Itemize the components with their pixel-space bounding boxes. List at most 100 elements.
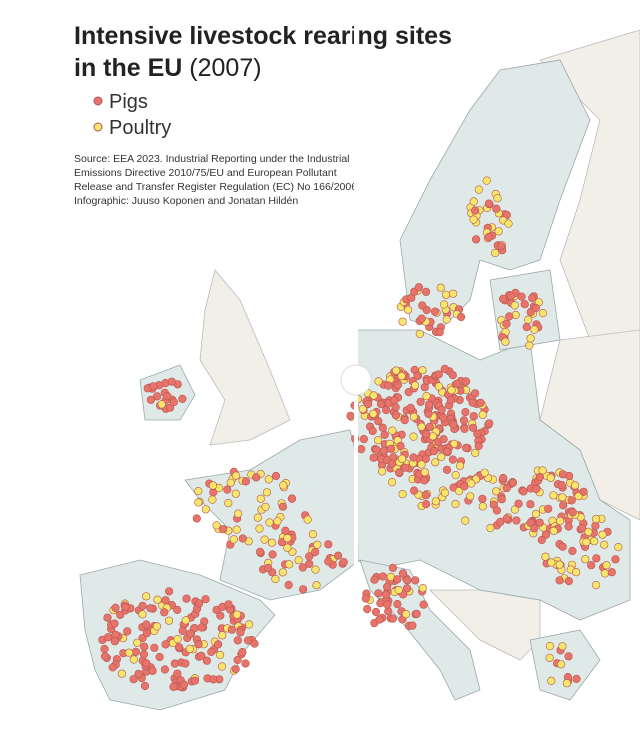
site-dot [238, 534, 247, 543]
site-dot [526, 334, 535, 343]
site-dot [526, 500, 535, 509]
site-dot [414, 283, 424, 292]
site-dot [142, 592, 151, 601]
site-dot [264, 563, 273, 573]
site-dot [256, 494, 265, 503]
site-dot [541, 552, 550, 561]
site-dot [139, 650, 148, 659]
site-dot [398, 569, 408, 578]
site-dot [173, 605, 182, 615]
site-dot [378, 467, 387, 476]
site-dot [252, 473, 261, 482]
site-dot [229, 535, 238, 544]
site-dot [517, 292, 526, 301]
site-dot [250, 639, 259, 648]
site-dot [278, 502, 288, 511]
site-dot [531, 303, 540, 313]
site-dot [519, 487, 528, 496]
site-dot [520, 300, 529, 309]
site-dot [556, 660, 566, 669]
site-dot [152, 622, 161, 631]
site-dot [484, 199, 494, 208]
site-dot [273, 517, 282, 526]
site-dot [194, 498, 203, 507]
site-dot [409, 432, 418, 441]
site-dot [434, 370, 443, 379]
site-dot [384, 381, 393, 390]
site-dot [374, 417, 383, 426]
site-dot [308, 530, 318, 539]
site-dot [537, 535, 546, 545]
legend-label: Pigs [109, 91, 148, 113]
site-dot [279, 481, 288, 490]
site-dot [369, 409, 378, 418]
site-dot [160, 608, 169, 617]
site-dot [142, 659, 151, 668]
site-dot [439, 413, 448, 422]
site-dot [294, 556, 303, 565]
site-dot [208, 495, 217, 504]
site-dot [278, 568, 287, 577]
site-dot [212, 521, 221, 530]
site-dot [555, 516, 565, 526]
site-dot [499, 473, 508, 483]
site-dot [255, 524, 264, 533]
site-dot [570, 481, 580, 490]
site-dot [564, 522, 573, 531]
site-dot [226, 478, 235, 487]
site-dot [181, 659, 190, 668]
site-dot [153, 392, 162, 401]
site-dot [460, 482, 469, 491]
site-dot [455, 487, 464, 496]
site-dot [123, 627, 132, 636]
site-dot [268, 550, 277, 559]
site-dot [383, 600, 392, 609]
title: Intensive livestock rearing sites [74, 22, 452, 50]
site-dot [439, 435, 448, 444]
site-dot [298, 563, 307, 572]
site-dot [584, 527, 593, 537]
site-dot [418, 366, 427, 375]
site-dot [380, 446, 389, 455]
site-dot [577, 524, 587, 533]
site-dot [117, 669, 126, 678]
site-dot [339, 557, 348, 567]
site-dot [400, 463, 410, 472]
site-dot [223, 485, 232, 494]
site-dot [525, 341, 534, 350]
site-dot [359, 435, 369, 444]
site-dot [545, 641, 555, 651]
site-dot [409, 453, 418, 462]
site-dot [408, 621, 417, 630]
legend-label: Poultry [109, 117, 171, 139]
site-dot [371, 607, 381, 617]
site-dot [218, 631, 227, 640]
site-dot [446, 396, 455, 405]
site-dot [582, 537, 591, 547]
land-non-eu [199, 269, 291, 446]
site-dot [197, 651, 206, 661]
site-dot [510, 301, 519, 310]
site-dot [469, 412, 478, 421]
site-dot [449, 289, 458, 298]
site-dot [591, 580, 601, 590]
compare-handle[interactable] [340, 364, 372, 396]
site-dot [398, 454, 407, 463]
site-dot [138, 601, 147, 610]
site-dot [303, 515, 312, 524]
site-dot [283, 533, 292, 543]
site-dot [558, 542, 567, 551]
site-dot [441, 290, 451, 299]
site-dot [391, 411, 401, 420]
site-dot [528, 293, 537, 303]
site-dot [166, 403, 175, 412]
site-dot [384, 607, 393, 616]
site-dot [361, 594, 370, 603]
site-dot [468, 398, 477, 407]
site-dot [409, 412, 419, 421]
site-dot [142, 620, 151, 629]
site-dot [557, 481, 566, 490]
site-dot [231, 489, 240, 498]
site-dot [420, 476, 429, 485]
site-dot [581, 555, 590, 564]
